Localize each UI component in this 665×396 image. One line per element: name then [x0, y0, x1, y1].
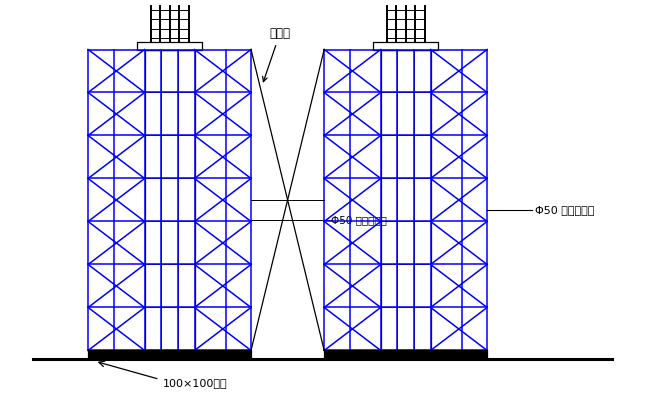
Text: 100×100方木: 100×100方木 [163, 378, 227, 388]
Bar [145, 50, 194, 350]
Text: 人行桥: 人行桥 [263, 27, 291, 82]
Bar [137, 42, 202, 50]
Text: Φ50 钢管脚手架: Φ50 钢管脚手架 [331, 215, 387, 225]
Bar [88, 350, 251, 359]
Bar [381, 50, 431, 350]
Bar [373, 42, 438, 50]
Text: Φ50 钢管脚手架: Φ50 钢管脚手架 [535, 205, 595, 215]
Bar [325, 350, 487, 359]
